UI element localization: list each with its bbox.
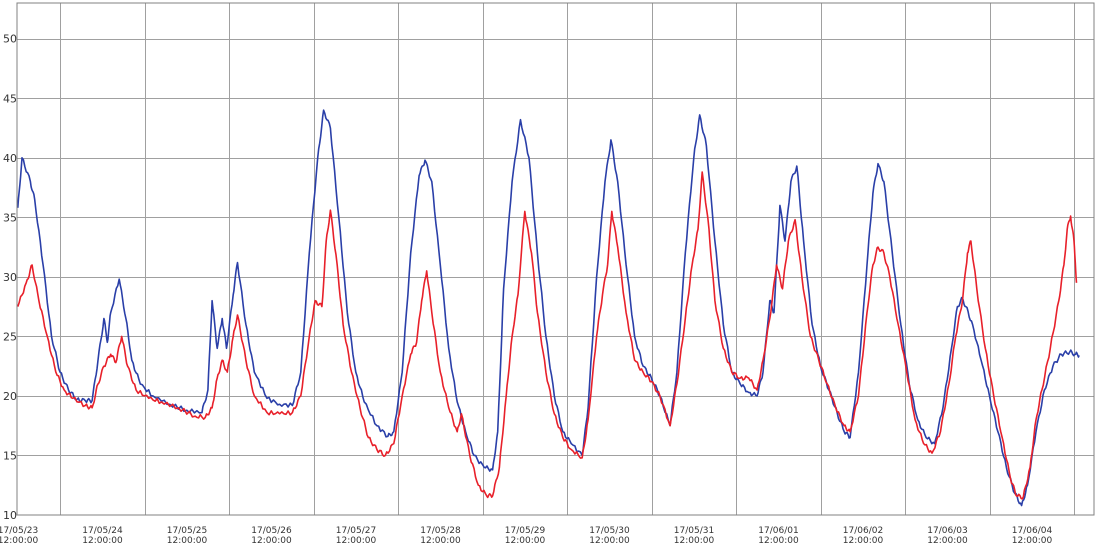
x-tick-time: 12:00:00 [0,536,38,545]
x-tick-time: 12:00:00 [82,536,123,545]
grid [17,3,1094,515]
y-tick-label: 20 [3,390,17,403]
x-tick-date: 17/05/30 [589,526,630,536]
x-tick-date: 17/05/25 [167,526,207,536]
y-tick-label: 45 [3,92,17,105]
x-tick-date: 17/06/04 [1012,526,1053,536]
x-tick-date: 17/06/03 [927,526,967,536]
x-tick-date: 17/06/02 [843,526,883,536]
x-tick-time: 12:00:00 [674,536,715,545]
x-tick-time: 12:00:00 [167,536,208,545]
x-tick-time: 12:00:00 [505,536,546,545]
x-tick-date: 17/05/31 [674,526,714,536]
x-tick-time: 12:00:00 [589,536,630,545]
x-tick-time: 12:00:00 [758,536,799,545]
y-tick-label: 10 [3,509,17,522]
y-tick-label: 50 [3,33,17,46]
x-tick-date: 17/05/26 [251,526,292,536]
series-line-blue [17,109,1080,507]
x-tick-time: 12:00:00 [843,536,884,545]
series-line-red [17,171,1078,500]
y-tick-label: 40 [3,152,17,165]
y-tick-label: 35 [3,211,17,224]
x-axis-tick-labels: 17/05/2312:00:0017/05/2412:00:0017/05/25… [0,526,1052,545]
x-tick-time: 12:00:00 [336,536,377,545]
x-tick-date: 17/06/01 [758,526,798,536]
x-tick-time: 12:00:00 [927,536,968,545]
x-tick-date: 17/05/28 [420,526,461,536]
y-tick-label: 15 [3,449,17,462]
series-layer [17,109,1080,507]
x-tick-date: 17/05/29 [505,526,546,536]
plot-frame [16,2,1095,516]
y-tick-label: 30 [3,271,17,284]
x-tick-date: 17/05/24 [82,526,123,536]
x-tick-time: 12:00:00 [251,536,292,545]
x-tick-time: 12:00:00 [420,536,461,545]
x-tick-date: 17/05/23 [0,526,38,536]
x-tick-time: 12:00:00 [1012,536,1053,545]
y-tick-label: 25 [3,330,17,343]
x-tick-date: 17/05/27 [336,526,376,536]
y-axis-tick-labels: 10 15 20 25 30 35 40 45 50 [3,33,17,522]
